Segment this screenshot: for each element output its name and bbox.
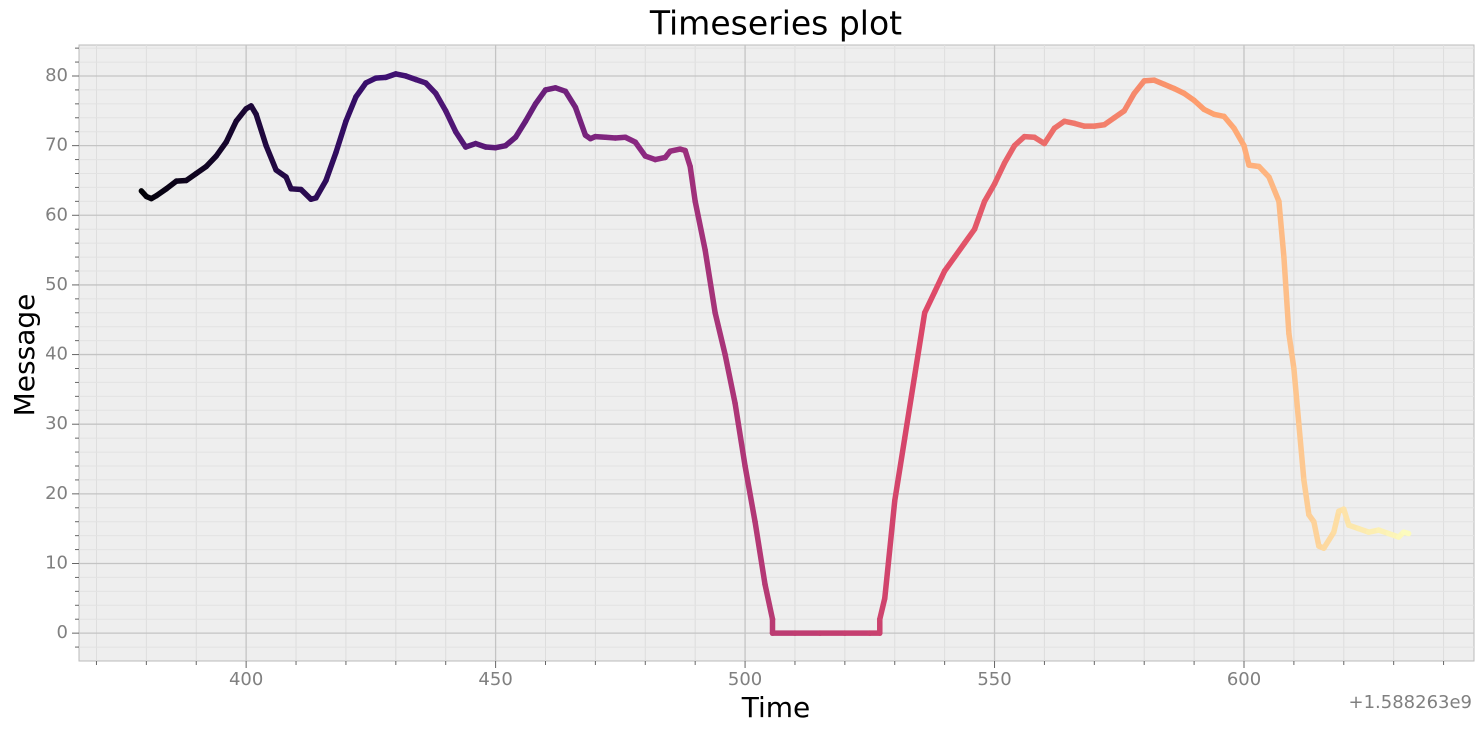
line-segment — [981, 181, 998, 205]
line-segment — [1001, 142, 1018, 166]
line-segment — [1286, 330, 1297, 372]
line-segment — [951, 240, 968, 260]
line-segment — [1231, 125, 1247, 149]
x-tick-label: 550 — [977, 669, 1011, 690]
line-segment — [442, 108, 459, 135]
line-segment — [253, 111, 269, 149]
y-tick-label: 70 — [45, 135, 68, 156]
y-tick-label: 80 — [45, 65, 68, 86]
line-segment — [562, 88, 579, 111]
y-tick-label: 40 — [45, 344, 68, 365]
y-tick-label: 20 — [45, 483, 68, 504]
line-segment — [512, 118, 529, 141]
line-segment — [1291, 365, 1302, 427]
line-segment — [1301, 477, 1312, 518]
line-segment — [532, 87, 549, 107]
line-segment — [632, 139, 649, 159]
line-segment — [1341, 506, 1352, 528]
line-segment — [323, 149, 339, 184]
line-segment — [213, 139, 229, 159]
line-segment — [732, 400, 748, 469]
line-segment — [313, 177, 329, 201]
line-segment — [223, 118, 239, 145]
line-segment — [712, 310, 728, 358]
line-segment — [692, 198, 708, 253]
line-segment — [991, 160, 1008, 187]
x-tick-label: 600 — [1227, 669, 1261, 690]
line-segment — [882, 498, 898, 602]
line-segment — [921, 289, 938, 316]
line-segment — [752, 518, 768, 588]
line-segment — [343, 94, 359, 125]
y-tick-label: 0 — [57, 622, 68, 643]
y-tick-label: 60 — [45, 204, 68, 225]
line-segment — [941, 254, 958, 274]
line-segment — [1276, 198, 1287, 260]
line-segment — [1296, 421, 1307, 483]
y-axis-label: Message — [8, 294, 41, 417]
line-segment — [1311, 518, 1322, 549]
line-segment — [971, 198, 988, 232]
line-segment — [572, 104, 589, 138]
line-segment — [263, 142, 279, 173]
line-segment — [762, 581, 776, 622]
line-segment — [901, 372, 918, 441]
line-segment — [1400, 529, 1412, 537]
plot-area — [78, 44, 1475, 662]
line-segment — [1121, 90, 1137, 114]
line-segment — [452, 128, 469, 150]
x-tick-label: 500 — [728, 669, 762, 690]
line-segment — [1266, 174, 1282, 205]
x-tick-label: 450 — [478, 669, 512, 690]
line-segment — [877, 595, 888, 622]
line-segment — [333, 118, 349, 156]
line-segment — [1241, 142, 1252, 168]
y-tick-label: 30 — [45, 413, 68, 434]
chart-title: Timeseries plot — [649, 4, 902, 43]
line-segment — [931, 268, 948, 295]
line-segment — [702, 247, 718, 316]
y-tick-label: 50 — [45, 274, 68, 295]
y-tick-label: 10 — [45, 552, 68, 573]
line-segment — [961, 226, 978, 246]
x-tick-label: 400 — [229, 669, 263, 690]
line-segment — [522, 101, 539, 125]
line-segment — [742, 463, 758, 525]
line-segment — [1331, 508, 1342, 535]
line-segment — [1041, 125, 1058, 147]
line-segment — [687, 163, 698, 205]
line-segment — [1281, 254, 1292, 337]
line-segment — [682, 147, 693, 170]
line-segment — [911, 310, 928, 379]
offset-label: +1.588263e9 — [1349, 692, 1473, 713]
line-segment — [891, 435, 908, 504]
line-segment — [432, 90, 449, 114]
x-axis-label: Time — [741, 691, 811, 724]
line-segment — [1321, 529, 1337, 551]
line-segment — [353, 80, 369, 100]
line-segment — [722, 351, 738, 407]
